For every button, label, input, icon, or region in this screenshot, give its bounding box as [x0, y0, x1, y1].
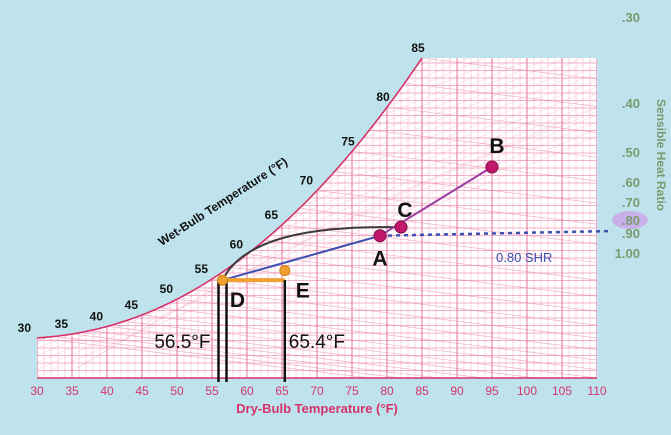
x-axis-ticks: 30 35 40 45 50 55 60 65 70 75 80 85 90 95 100 105 110	[30, 384, 607, 398]
x-tick-label: 70	[310, 384, 324, 398]
wet-bulb-label: Wet-Bulb Temperature (°F)	[156, 155, 290, 249]
point-a	[374, 230, 386, 242]
point-c	[395, 221, 407, 233]
x-tick-label: 60	[240, 384, 254, 398]
shr-tick-label: .90	[622, 226, 640, 241]
shr-tick-label: .70	[622, 195, 640, 210]
x-axis-label: Dry-Bulb Temperature (°F)	[236, 401, 398, 416]
x-tick-label: 95	[485, 384, 499, 398]
wet-bulb-tick-label: 40	[90, 309, 104, 323]
shr-tick-label: 1.00	[615, 246, 640, 261]
x-tick-label: 65	[275, 384, 289, 398]
point-label-a: A	[372, 248, 387, 271]
shr-tick-label: .40	[622, 96, 640, 111]
shr-line-label: 0.80 SHR	[496, 250, 552, 265]
x-tick-label: 110	[587, 384, 606, 398]
annotation-label: 56.5°F	[154, 332, 210, 353]
point-label-b: B	[489, 135, 504, 158]
x-tick-label: 75	[345, 384, 359, 398]
x-tick-label: 100	[517, 384, 537, 398]
shr-scale-label: Sensible Heat Ratio	[654, 99, 668, 211]
wet-bulb-tick-label: 65	[265, 208, 279, 222]
wet-bulb-tick-label: 70	[300, 174, 314, 188]
wet-bulb-tick-label: 50	[160, 282, 174, 296]
x-tick-label: 80	[380, 384, 394, 398]
shr-tick-label: .50	[622, 145, 640, 160]
point-e	[280, 265, 290, 275]
wet-bulb-tick-label: 80	[376, 90, 390, 104]
wet-bulb-tick-label: 30	[18, 321, 32, 335]
x-tick-label: 105	[552, 384, 572, 398]
shr-scale-ticks: .30.40.50.60.70.80.901.00	[612, 10, 648, 261]
wet-bulb-tick-label: 45	[125, 298, 139, 312]
x-tick-label: 85	[415, 384, 429, 398]
wet-bulb-tick-label: 35	[55, 317, 69, 331]
shr-tick-label: .30	[622, 10, 640, 25]
x-tick-label: 30	[30, 384, 44, 398]
point-label-e: E	[296, 279, 310, 302]
shr-tick-label: .60	[622, 175, 640, 190]
x-tick-label: 55	[205, 384, 219, 398]
wet-bulb-tick-label: 60	[230, 237, 244, 251]
wet-bulb-tick-label: 75	[341, 134, 355, 148]
point-d	[218, 275, 228, 285]
point-label-c: C	[397, 199, 412, 222]
wet-bulb-tick-label: 85	[411, 41, 425, 55]
point-b	[486, 161, 498, 173]
x-tick-label: 40	[100, 384, 114, 398]
wet-bulb-tick-label: 55	[195, 262, 209, 276]
annotation-label: 65.4°F	[289, 332, 345, 353]
x-tick-label: 90	[450, 384, 464, 398]
x-tick-label: 35	[65, 384, 79, 398]
x-tick-label: 50	[170, 384, 184, 398]
x-tick-label: 45	[135, 384, 149, 398]
point-label-d: D	[230, 289, 245, 312]
